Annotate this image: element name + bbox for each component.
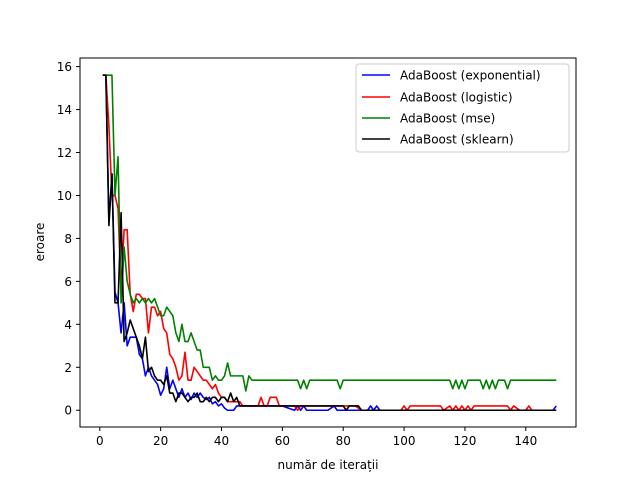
- y-tick-label: 8: [64, 232, 72, 246]
- series-line-3: [102, 74, 557, 412]
- x-tick-label: 40: [214, 434, 229, 448]
- y-axis-label: eroare: [33, 223, 47, 262]
- y-tick-label: 4: [64, 318, 72, 332]
- y-tick-label: 10: [57, 189, 72, 203]
- x-tick-label: 140: [514, 434, 537, 448]
- y-axis-ticks: 0 2 4 6 8 10 12 14 16: [57, 60, 80, 418]
- x-axis-label: număr de iterații: [278, 458, 379, 472]
- y-tick-label: 6: [64, 275, 72, 289]
- legend-label-mse: AdaBoost (mse): [400, 112, 495, 126]
- x-tick-label: 0: [96, 434, 104, 448]
- series-line-2: [102, 74, 557, 392]
- series-layer: [102, 74, 557, 412]
- y-tick-label: 14: [57, 103, 72, 117]
- legend: AdaBoost (exponential) AdaBoost (logisti…: [355, 63, 570, 153]
- y-tick-label: 16: [57, 60, 72, 74]
- x-tick-label: 60: [275, 434, 290, 448]
- x-tick-label: 20: [153, 434, 168, 448]
- y-tick-label: 0: [64, 404, 72, 418]
- legend-label-sklearn: AdaBoost (sklearn): [400, 133, 514, 147]
- legend-box: [355, 63, 570, 153]
- legend-label-exponential: AdaBoost (exponential): [400, 69, 541, 83]
- x-axis-ticks: 0 20 40 60 80 100 120 140: [96, 427, 537, 448]
- x-tick-label: 80: [336, 434, 351, 448]
- y-tick-label: 2: [64, 361, 72, 375]
- y-tick-label: 12: [57, 146, 72, 160]
- x-tick-label: 120: [453, 434, 476, 448]
- legend-label-logistic: AdaBoost (logistic): [400, 91, 513, 105]
- plot-frame: [79, 57, 577, 428]
- x-tick-label: 100: [393, 434, 416, 448]
